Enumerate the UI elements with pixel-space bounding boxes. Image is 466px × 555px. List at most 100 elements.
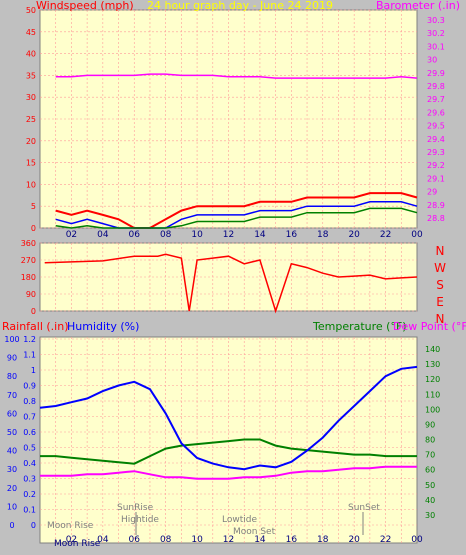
direction-tick-label: 180 — [21, 273, 36, 282]
x-tick-label: 02 — [66, 535, 77, 545]
windspeed-tick-label: 5 — [31, 202, 36, 211]
windspeed-tick-label: 25 — [26, 115, 36, 124]
temperature-tick-label: 130 — [425, 360, 440, 369]
barometer-tick-label: 29.3 — [427, 148, 445, 157]
x-tick-label: 00 — [411, 535, 423, 545]
x-tick-label: 08 — [160, 230, 172, 240]
windspeed-axis: 0 5 10 15 20 25 30 35 40 45 50 — [26, 6, 36, 233]
barometer-tick-label: 29.4 — [427, 135, 445, 144]
compass-label: W — [434, 261, 446, 275]
rainfall-tick-label: 0.3 — [23, 475, 36, 484]
temperature-tick-label: 140 — [425, 345, 440, 354]
barometer-tick-label: 29 — [427, 188, 437, 197]
windspeed-tick-label: 20 — [26, 137, 36, 146]
humidity-tick-label: 100 — [4, 335, 19, 344]
windspeed-tick-label: 10 — [26, 180, 36, 189]
x-tick-label: 04 — [97, 230, 109, 240]
x-tick-label: 06 — [129, 535, 141, 545]
time-axis-climate: 02 04 06 08 10 12 14 16 18 20 22 00 — [66, 535, 423, 545]
humidity-tick-label: 80 — [7, 372, 17, 381]
humidity-tick-label: 10 — [7, 502, 17, 511]
grid-lines — [40, 9, 417, 543]
temperature-line — [40, 438, 417, 465]
barometer-tick-label: 30.1 — [427, 42, 445, 51]
rainfall-tick-label: 0.1 — [23, 506, 36, 515]
x-tick-label: 12 — [223, 535, 234, 545]
compass-label: N — [436, 312, 445, 326]
rainfall-tick-label: 1.1 — [23, 351, 36, 360]
dewpoint-line — [40, 465, 417, 480]
windspeed-tick-label: 40 — [26, 50, 36, 59]
x-tick-label: 06 — [129, 230, 141, 240]
temperature-tick-label: 50 — [425, 481, 435, 490]
rainfall-axis: 0 0.1 0.2 0.3 0.4 0.5 0.6 0.7 0.8 0.9 1 1.1 1.2 — [23, 335, 36, 530]
temperature-tick-label: 60 — [425, 466, 435, 475]
direction-tick-label: 0 — [31, 307, 36, 316]
moonrise-label-top: Moon Rise — [47, 521, 94, 531]
x-tick-label: 20 — [348, 535, 360, 545]
temperature-tick-label: 80 — [425, 436, 435, 445]
windspeed-tick-label: 15 — [26, 159, 36, 168]
humidity-title: Humidity (%) — [67, 320, 139, 333]
direction-tick-label: 360 — [21, 239, 36, 248]
direction-tick-label: 270 — [21, 256, 36, 265]
humidity-line — [39, 365, 418, 471]
windspeed-gust-line — [55, 192, 418, 229]
humidity-tick-label: 40 — [7, 447, 17, 456]
moonset-label: Moon Set — [233, 527, 276, 537]
barometer-tick-label: 29.8 — [427, 82, 445, 91]
temperature-tick-label: 30 — [425, 511, 435, 520]
barometer-tick-label: 30.3 — [427, 16, 445, 25]
x-tick-label: 14 — [254, 535, 266, 545]
windspeed-series — [55, 192, 418, 229]
x-tick-label: 00 — [411, 230, 423, 240]
temperature-tick-label: 70 — [425, 451, 435, 460]
barometer-tick-label: 29.7 — [427, 95, 445, 104]
rainfall-tick-label: 0.7 — [23, 413, 36, 422]
rainfall-tick-label: 0.4 — [23, 459, 36, 468]
x-tick-label: 12 — [223, 230, 234, 240]
dewpoint-title: Dew Point (°F) — [393, 320, 466, 333]
x-tick-label: 08 — [160, 535, 172, 545]
rainfall-title: Rainfall (.in) — [2, 320, 69, 333]
graph-date-title: 24 hour graph day - June 24 2019 — [147, 0, 333, 12]
barometer-line — [55, 73, 418, 79]
x-tick-label: 18 — [317, 535, 329, 545]
temperature-axis: 30 40 50 60 70 80 90 100 110 120 130 140 — [425, 345, 440, 520]
time-axis-wind: 02 04 06 08 10 12 14 16 18 20 22 00 — [66, 230, 423, 240]
x-tick-label: 20 — [348, 230, 360, 240]
temperature-tick-label: 120 — [425, 375, 440, 384]
moonrise-label-bottom: Moon Rise — [54, 539, 101, 549]
x-tick-label: 22 — [380, 230, 391, 240]
x-tick-label: 10 — [191, 230, 203, 240]
x-tick-label: 04 — [97, 535, 109, 545]
rainfall-tick-label: 0.6 — [23, 428, 36, 437]
lowtide-label: Lowtide — [222, 515, 257, 525]
humidity-tick-label: 30 — [7, 465, 17, 474]
rainfall-tick-label: 0 — [31, 521, 36, 530]
rainfall-tick-label: 0.2 — [23, 490, 36, 499]
x-tick-label: 14 — [254, 230, 266, 240]
humidity-tick-label: 70 — [7, 391, 17, 400]
barometer-tick-label: 29.2 — [427, 161, 445, 170]
humidity-tick-label: 20 — [7, 484, 17, 493]
barometer-title: Barometer (.in) — [376, 0, 460, 12]
rainfall-tick-label: 1 — [31, 366, 36, 375]
rainfall-tick-label: 0.5 — [23, 444, 36, 453]
compass-label: S — [436, 278, 444, 292]
barometer-tick-label: 29.6 — [427, 108, 445, 117]
barometer-tick-label: 30.2 — [427, 29, 445, 38]
compass-label: E — [436, 295, 444, 309]
barometer-axis: 28.8 28.9 29 29.1 29.2 29.3 29.4 29.5 29.6 29.7 29… — [427, 16, 445, 223]
windspeed-tick-label: 50 — [26, 6, 36, 15]
direction-line — [44, 253, 418, 314]
barometer-tick-label: 28.8 — [427, 214, 445, 223]
barometer-tick-label: 28.9 — [427, 201, 445, 210]
humidity-tick-label: 50 — [7, 428, 17, 437]
sunrise-label: SunRise — [117, 503, 154, 513]
sunset-label: SunSet — [348, 503, 380, 513]
humidity-axis: 0 10 20 30 40 50 60 70 80 90 100 — [4, 335, 19, 530]
direction-axis: 0 90 180 270 360 — [21, 239, 36, 316]
temperature-title: Temperature (°F) — [312, 320, 407, 333]
